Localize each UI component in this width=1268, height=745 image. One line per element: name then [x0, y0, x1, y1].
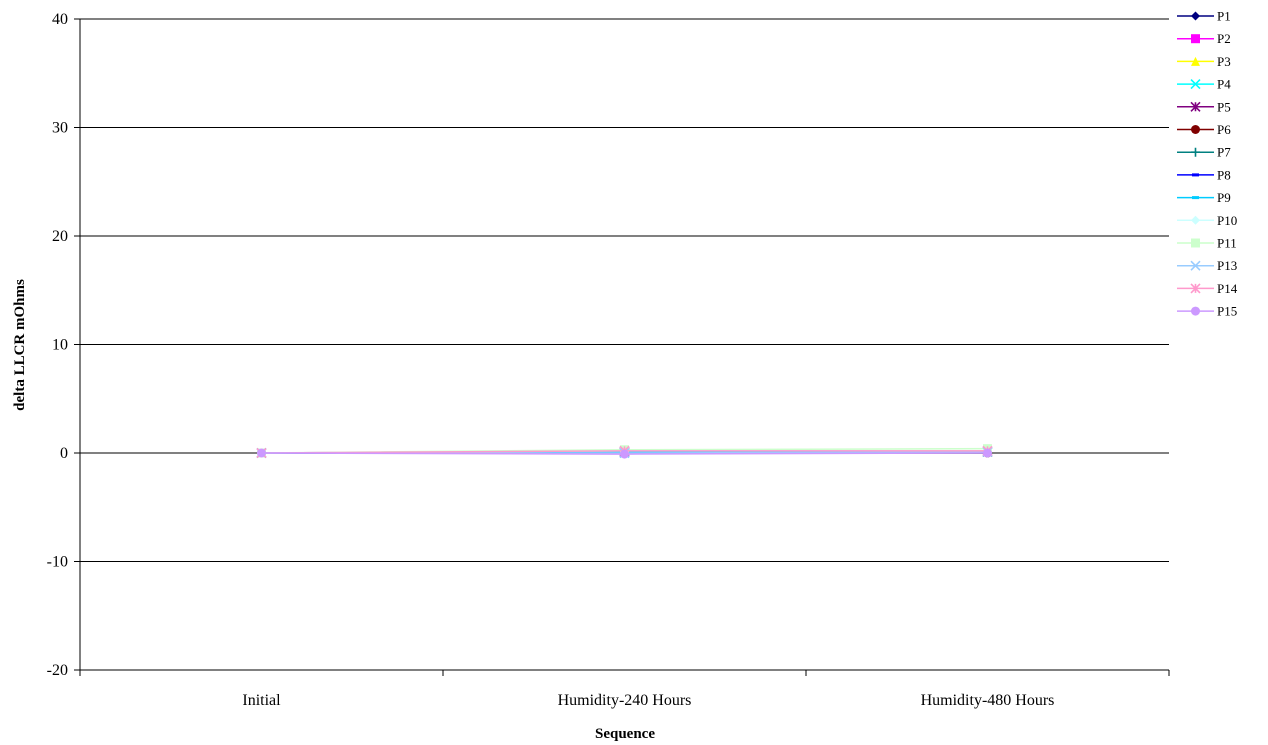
- legend-marker: [1191, 56, 1200, 66]
- legend-label: P15: [1217, 304, 1237, 319]
- legend-item: P6: [1177, 122, 1231, 137]
- legend-item: P14: [1177, 281, 1238, 296]
- y-axis-title: delta LLCR mOhms: [12, 279, 28, 411]
- legend-marker: [1191, 306, 1200, 316]
- legend-item: P5: [1177, 99, 1231, 114]
- y-axis: 40 30 20 10 0 -10 -20: [47, 11, 81, 679]
- legend-item: P7: [1177, 145, 1231, 160]
- series-p15: [257, 448, 992, 459]
- legend-label: P3: [1217, 54, 1231, 69]
- legend-item: P13: [1177, 258, 1237, 273]
- legend-label: P13: [1217, 258, 1237, 273]
- legend-item: P11: [1177, 236, 1237, 251]
- legend-label: P5: [1217, 99, 1231, 114]
- legend-label: P2: [1217, 31, 1231, 46]
- y-tick-label: 0: [60, 445, 68, 462]
- legend-label: P8: [1217, 167, 1231, 182]
- x-axis-title: Sequence: [595, 726, 655, 742]
- legend-marker: [1192, 173, 1199, 177]
- legend-label: P14: [1217, 281, 1238, 296]
- series-layer: [256, 444, 993, 459]
- legend-marker: [1190, 283, 1201, 294]
- x-tick-label: Initial: [242, 692, 281, 709]
- y-tick-label: -20: [47, 662, 68, 679]
- legend-marker: [1191, 215, 1200, 225]
- y-tick-label: 20: [52, 228, 68, 245]
- legend-label: P10: [1217, 213, 1237, 228]
- legend-marker: [1191, 238, 1200, 248]
- legend-item: P1: [1177, 9, 1231, 24]
- y-tick-label: 40: [52, 11, 68, 28]
- legend-item: P10: [1177, 213, 1237, 228]
- plot-area: [80, 18, 1169, 562]
- legend-item: P4: [1177, 77, 1231, 92]
- legend-marker: [1190, 260, 1201, 271]
- legend-label: P9: [1217, 190, 1231, 205]
- legend-marker: [1191, 34, 1200, 44]
- legend-item: P15: [1177, 304, 1237, 319]
- x-tick-label: Humidity-240 Hours: [558, 692, 692, 709]
- data-point: [257, 448, 266, 458]
- legend-marker: [1190, 79, 1201, 90]
- data-point: [983, 448, 992, 458]
- x-tick-label: Humidity-480 Hours: [921, 692, 1055, 709]
- y-tick-label: 10: [52, 337, 68, 354]
- legend-item: P9: [1177, 190, 1231, 205]
- y-tick-label: 30: [52, 120, 68, 137]
- legend-label: P4: [1217, 77, 1231, 92]
- legend-marker: [1191, 147, 1200, 157]
- legend-item: P8: [1177, 167, 1231, 182]
- legend-label: P11: [1217, 236, 1237, 251]
- data-point: [620, 449, 629, 459]
- legend: P1 P2 P3 P4 P5 P6 P7 P8 P9 P10 P11 P13 P14 P15: [1177, 9, 1238, 319]
- y-tick-label: -10: [47, 554, 68, 571]
- legend-marker: [1191, 11, 1200, 21]
- legend-label: P7: [1217, 145, 1231, 160]
- x-axis: Initial Humidity-240 Hours Humidity-480 Ho…: [79, 669, 1170, 709]
- legend-marker: [1190, 101, 1201, 112]
- legend-marker: [1192, 196, 1199, 200]
- legend-item: P2: [1177, 31, 1231, 46]
- legend-item: P3: [1177, 54, 1231, 69]
- legend-label: P6: [1217, 122, 1231, 137]
- legend-label: P1: [1217, 9, 1231, 24]
- legend-marker: [1191, 125, 1200, 134]
